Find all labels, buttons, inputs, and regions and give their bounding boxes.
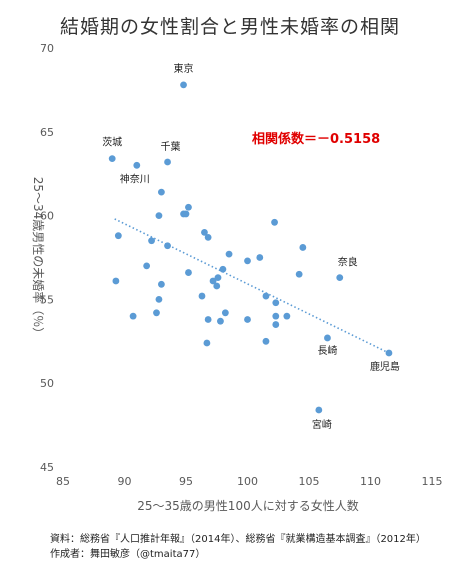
chart-title: 結婚期の女性割合と男性未婚率の相関	[59, 16, 400, 38]
data-point-label: 東京	[174, 62, 194, 75]
data-point	[272, 321, 280, 328]
data-point	[213, 282, 221, 290]
data-point	[129, 312, 137, 320]
data-points	[108, 81, 393, 414]
data-point	[299, 244, 307, 251]
data-point	[182, 210, 190, 218]
y-tick-label: 50	[40, 377, 54, 390]
data-point	[262, 337, 270, 345]
data-point-label: 奈良	[338, 256, 358, 269]
correlation-annotation: 相関係数＝－0.5158	[252, 131, 380, 147]
data-point	[114, 232, 122, 240]
x-tick-label: 85	[56, 475, 70, 488]
data-point-label: 宮崎	[312, 418, 332, 431]
data-point	[143, 262, 151, 270]
data-point	[219, 265, 227, 273]
data-point	[198, 292, 206, 300]
data-point	[324, 334, 331, 342]
data-point	[148, 237, 155, 245]
data-point	[155, 296, 163, 303]
x-axis-ticks: 85 90 95 100 105 110 115	[56, 475, 443, 488]
data-point	[336, 274, 344, 282]
data-point	[283, 312, 291, 320]
data-point	[204, 233, 212, 241]
y-tick-label: 65	[40, 126, 54, 139]
data-point	[225, 250, 233, 258]
trendline	[114, 218, 390, 354]
data-point	[217, 317, 224, 325]
x-tick-label: 95	[179, 475, 193, 488]
data-point	[271, 218, 278, 226]
data-point	[158, 280, 165, 288]
data-point	[201, 228, 208, 236]
data-point-label: 鹿児島	[370, 360, 400, 373]
data-point	[214, 274, 222, 282]
data-point	[209, 277, 217, 285]
data-point	[244, 257, 251, 265]
data-point	[185, 269, 192, 276]
x-tick-label: 90	[118, 475, 132, 488]
data-point-label: 神奈川	[120, 172, 150, 185]
x-tick-label: 110	[360, 475, 381, 488]
data-point	[158, 188, 165, 196]
source-note: 資料：総務省『人口推計年報』（2014年）、総務省『就業構造基本調査』（2012…	[50, 534, 426, 545]
data-point	[180, 81, 187, 89]
x-tick-label: 115	[422, 475, 443, 488]
data-point-label: 茨城	[102, 136, 122, 149]
data-point	[256, 254, 264, 261]
data-point	[262, 292, 270, 300]
data-point-label: 長崎	[317, 344, 337, 357]
data-point-label: 千葉	[161, 140, 181, 153]
data-point	[108, 155, 116, 163]
y-axis-ticks: 45 50 55 60 65 70	[40, 42, 54, 474]
data-point	[385, 349, 393, 357]
data-point	[295, 270, 303, 278]
y-axis-title: 25～34歳男性の未婚率（％）	[31, 177, 46, 340]
data-point	[153, 309, 160, 317]
data-point	[204, 316, 212, 323]
data-point	[112, 277, 120, 285]
x-tick-label: 105	[299, 475, 320, 488]
data-point	[133, 161, 141, 169]
data-point	[272, 312, 280, 320]
author-credit: 作成者：舞田敏彦（@tmaita77）	[50, 549, 206, 560]
y-tick-label: 45	[40, 461, 54, 474]
x-axis-title: 25～35歳の男性100人に対する女性人数	[137, 498, 358, 513]
data-point	[164, 242, 171, 250]
y-tick-label: 70	[40, 42, 54, 55]
y-tick-label: 60	[40, 210, 54, 223]
data-point	[244, 316, 251, 323]
data-point	[164, 158, 171, 166]
data-point	[155, 212, 163, 220]
y-tick-label: 55	[40, 293, 54, 306]
data-point	[272, 299, 280, 307]
data-point	[203, 339, 211, 347]
data-point	[315, 406, 323, 414]
data-point	[221, 309, 229, 317]
data-point	[185, 203, 192, 211]
footer: 資料：総務省『人口推計年報』（2014年）、総務省『就業構造基本調査』（2012…	[50, 532, 426, 562]
x-tick-label: 100	[237, 475, 258, 488]
